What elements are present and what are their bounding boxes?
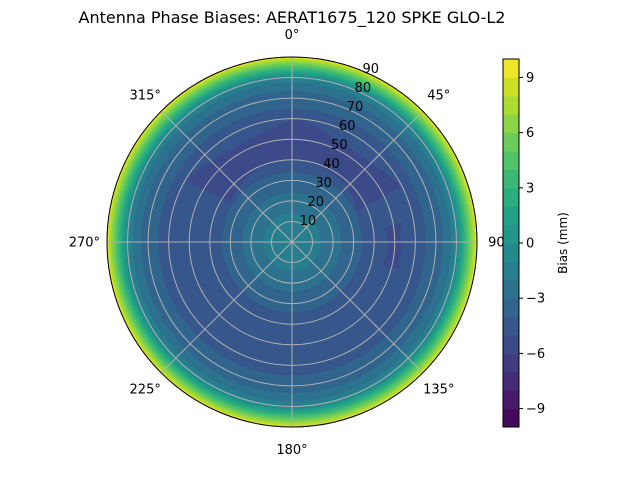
- colorbar-tick-label: 3: [526, 181, 534, 196]
- radial-tick-label: 40: [323, 157, 340, 172]
- angular-gridline: [160, 110, 293, 243]
- colorbar-level: [503, 187, 519, 207]
- colorbar-level: [503, 335, 519, 354]
- angular-tick-label: 315°: [130, 89, 161, 104]
- colorbar-tick-label: 9: [526, 71, 534, 86]
- colorbar-tick-label: −6: [526, 347, 545, 362]
- angular-gridline: [160, 241, 293, 374]
- colorbar-label: Bias (mm): [556, 212, 570, 274]
- angular-tick-label: 135°: [423, 382, 454, 397]
- radial-tick-label: 20: [307, 195, 324, 210]
- colorbar-level: [503, 132, 519, 152]
- radial-tick-labels: 10 20 30 40 50 60 70 80 90: [300, 62, 379, 229]
- radial-tick-label: 30: [315, 176, 332, 191]
- radial-tick-label: 50: [331, 138, 348, 153]
- polar-frame: [106, 56, 478, 428]
- radial-tick-label: 90: [363, 62, 380, 77]
- colorbar-level: [503, 114, 519, 134]
- colorbar: 9 6 3 0 −3 −6 −9: [502, 58, 545, 428]
- radial-tick-label: 80: [355, 81, 372, 96]
- angular-tick-labels: 0°45°90°135°180°225°270°315°: [69, 28, 511, 458]
- colorbar-tick-label: 0: [526, 237, 534, 252]
- colorbar-level: [503, 77, 519, 97]
- colorbar-level: [503, 206, 519, 226]
- colorbar-level: [503, 316, 519, 336]
- colorbar-level: [503, 353, 519, 373]
- colorbar-level: [503, 279, 519, 299]
- angular-tick-label: 270°: [69, 236, 100, 251]
- radial-tick-label: 10: [300, 214, 317, 229]
- colorbar-level: [503, 371, 519, 391]
- radial-tick-label: 60: [339, 119, 356, 134]
- colorbar-level: [503, 95, 519, 115]
- chart-title: Antenna Phase Biases: AERAT1675_120 SPKE…: [79, 8, 506, 28]
- colorbar-level: [503, 243, 519, 262]
- radial-tick-label: 70: [347, 100, 364, 115]
- angular-tick-label: 225°: [130, 382, 161, 397]
- colorbar-level: [503, 298, 519, 318]
- colorbar-tick-label: −9: [526, 402, 545, 417]
- colorbar-level: [503, 390, 519, 410]
- contour-region: [185, 119, 401, 212]
- colorbar-tick-label: 6: [526, 126, 534, 141]
- angular-tick-label: 0°: [285, 28, 300, 43]
- angular-gridline: [291, 110, 424, 243]
- polar-grid: [106, 56, 478, 428]
- angular-tick-label: 45°: [427, 89, 450, 104]
- angular-tick-label: 180°: [276, 443, 307, 458]
- contour-region: [381, 222, 405, 269]
- colorbar-level: [503, 59, 519, 78]
- colorbar-level: [503, 151, 519, 170]
- colorbar-level: [503, 169, 519, 189]
- colorbar-level: [503, 261, 519, 281]
- colorbar-level: [503, 408, 519, 428]
- colorbar-tick-label: −3: [526, 292, 545, 307]
- angular-gridline: [291, 241, 424, 374]
- colorbar-level: [503, 224, 519, 244]
